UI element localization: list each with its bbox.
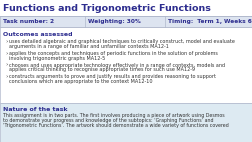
Text: Task number: 2: Task number: 2 (3, 19, 54, 24)
Text: This assignment is in two parts. The first involves producing a piece of artwork: This assignment is in two parts. The fir… (3, 113, 224, 118)
Text: Outcomes assessed: Outcomes assessed (3, 33, 72, 37)
Bar (0, 0, 252, 16)
Text: arguments in a range of familiar and unfamiliar contexts MA12-1: arguments in a range of familiar and unf… (9, 44, 168, 49)
Bar (0, 16, 252, 27)
Text: ›: › (5, 74, 8, 79)
Text: ›: › (5, 51, 8, 56)
Text: ‘Trigonometric Functions’. The artwork should demonstrate a wide variety of func: ‘Trigonometric Functions’. The artwork s… (3, 123, 228, 128)
Text: applies the concepts and techniques of periodic functions in the solution of pro: applies the concepts and techniques of p… (9, 51, 217, 56)
Text: to demonstrate your progress and knowledge of the subtopics: ‘Graphing Functions: to demonstrate your progress and knowled… (3, 118, 213, 123)
Text: uses detailed algebraic and graphical techniques to critically construct, model : uses detailed algebraic and graphical te… (9, 39, 234, 44)
Text: Timing:  Term 1, Weeks 6–9: Timing: Term 1, Weeks 6–9 (167, 19, 252, 24)
Text: conclusions which are appropriate to the context MA12-10: conclusions which are appropriate to the… (9, 79, 152, 84)
Text: involving trigonometric graphs MA12-5: involving trigonometric graphs MA12-5 (9, 56, 105, 61)
Text: Weighting: 30%: Weighting: 30% (88, 19, 140, 24)
Text: Functions and Trigonometric Functions: Functions and Trigonometric Functions (3, 4, 210, 13)
Text: Nature of the task: Nature of the task (3, 107, 67, 112)
Text: ›: › (5, 39, 8, 44)
Bar (0, 27, 252, 103)
Bar (0, 103, 252, 142)
Text: chooses and uses appropriate technology effectively in a range of contexts, mode: chooses and uses appropriate technology … (9, 63, 224, 68)
Text: constructs arguments to prove and justify results and provides reasoning to supp: constructs arguments to prove and justif… (9, 74, 215, 79)
Text: applies critical thinking to recognise appropriate times for such use MA12-9: applies critical thinking to recognise a… (9, 67, 194, 73)
Text: ›: › (5, 63, 8, 68)
